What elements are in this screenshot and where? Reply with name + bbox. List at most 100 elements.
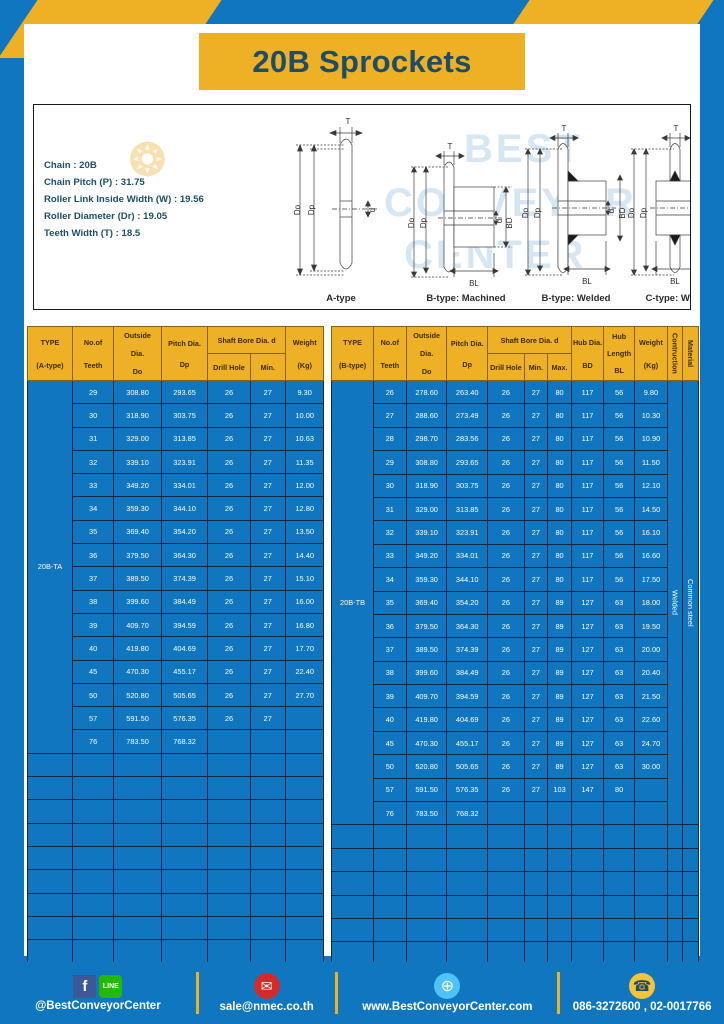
footer-phone[interactable]: ☎ 086-3272600 , 02-0017766 bbox=[560, 973, 724, 1013]
table-row-empty[interactable] bbox=[331, 871, 699, 896]
cell-min: 27 bbox=[249, 426, 286, 451]
diagram-a-label-Dp: Dp bbox=[307, 204, 316, 215]
table-row[interactable]: 37 389.50 374.39 26 27 89 127 63 20.00 bbox=[332, 637, 699, 662]
footer-website[interactable]: ⊕ www.BestConveyorCenter.com bbox=[338, 973, 558, 1013]
cell-outside-dia: 369.40 bbox=[405, 590, 448, 615]
cell-weight: 12.10 bbox=[634, 473, 668, 498]
table-row[interactable]: 39 409.70 394.59 26 27 89 127 63 21.50 bbox=[332, 684, 699, 709]
table-row[interactable]: 57 591.50 576.35 26 27 103 147 80 bbox=[332, 777, 699, 803]
table-row-empty[interactable] bbox=[331, 894, 699, 919]
cell-empty bbox=[523, 894, 549, 919]
table-row[interactable]: 31 329.00 313.85 26 27 80 117 56 14.50 bbox=[332, 496, 699, 522]
table-row-empty[interactable] bbox=[27, 752, 325, 778]
table-row[interactable]: 45 470.30 455.17 26 27 22.40 bbox=[28, 659, 325, 684]
table-row[interactable]: 36 379.50 364.30 26 27 14.40 bbox=[28, 543, 325, 568]
th-b-hub-dia: Hub Dia. BD bbox=[570, 326, 605, 381]
cell-empty bbox=[523, 917, 549, 943]
table-row[interactable]: 30 318.90 303.75 26 27 10.00 bbox=[28, 403, 325, 428]
cell-min: 27 bbox=[249, 449, 286, 475]
table-row[interactable]: 34 359.30 344.10 26 27 12.80 bbox=[28, 496, 325, 521]
table-row[interactable]: 33 349.20 334.01 26 27 12.00 bbox=[28, 473, 325, 498]
table-row-empty[interactable] bbox=[27, 869, 325, 894]
table-a-header-row-2: Drill Hole Min. bbox=[28, 353, 324, 381]
cell-empty bbox=[207, 915, 251, 941]
table-row[interactable]: 20B-TB 26 278.60 263.40 26 27 80 117 56 9.80 Welde… bbox=[331, 379, 699, 826]
table-row[interactable]: 35 369.40 354.20 26 27 13.50 bbox=[28, 519, 325, 545]
table-row[interactable]: 45 470.30 455.17 26 27 89 127 63 24.70 bbox=[332, 730, 699, 756]
cell-drill-hole: 26 bbox=[207, 589, 251, 614]
table-row[interactable]: 30 318.90 303.75 26 27 80 117 56 12.10 bbox=[332, 473, 699, 498]
globe-icon[interactable]: ⊕ bbox=[434, 973, 461, 999]
table-row[interactable]: 76 783.50 768.32 bbox=[332, 801, 699, 826]
cell-pitch-dia: 394.59 bbox=[446, 684, 489, 709]
cell-min: 27 bbox=[523, 754, 549, 779]
table-row[interactable]: 36 379.50 364.30 26 27 89 127 63 19.50 bbox=[332, 613, 699, 639]
table-row[interactable]: 20B-TA 29 308.80 293.65 26 27 9.30 bbox=[27, 379, 325, 754]
cell-drill-hole: 26 bbox=[487, 543, 525, 569]
cell-empty bbox=[682, 894, 699, 919]
table-row-empty[interactable] bbox=[27, 892, 325, 917]
cell-min: 27 bbox=[523, 777, 549, 803]
cell-empty bbox=[160, 799, 209, 824]
table-row[interactable]: 50 520.80 505.65 26 27 89 127 63 30.00 bbox=[332, 754, 699, 779]
table-b-header-row-2: Drill Hole Min. Max. bbox=[332, 353, 699, 381]
email-icon[interactable]: ✉ bbox=[253, 973, 280, 999]
table-row-empty[interactable] bbox=[27, 915, 325, 941]
table-row[interactable]: 28 298.70 283.56 26 27 80 117 56 10.90 bbox=[332, 426, 699, 452]
table-row-empty[interactable] bbox=[27, 799, 325, 824]
diagram-c-label-Do: Do bbox=[627, 207, 636, 218]
table-row[interactable]: 57 591.50 576.35 26 27 bbox=[28, 706, 325, 731]
table-row[interactable]: 32 339.10 323.91 26 27 11.35 bbox=[28, 449, 325, 475]
cell-min: 27 bbox=[523, 590, 549, 615]
table-row-empty[interactable] bbox=[27, 939, 325, 964]
footer-email[interactable]: ✉ sale@nmec.co.th bbox=[199, 973, 335, 1013]
table-row-empty[interactable] bbox=[331, 941, 699, 966]
th-a-outside-dia: Outside Dia. Do bbox=[113, 326, 162, 381]
table-row-empty[interactable] bbox=[27, 822, 325, 847]
table-row[interactable]: 32 339.10 323.91 26 27 80 117 56 16.10 bbox=[332, 520, 699, 545]
cell-max: 89 bbox=[547, 637, 572, 662]
cell-weight: 24.70 bbox=[634, 730, 668, 756]
cell-outside-dia: 470.30 bbox=[113, 659, 162, 684]
table-row[interactable]: 31 329.00 313.85 26 27 10.63 bbox=[28, 426, 325, 451]
table-row-empty[interactable] bbox=[331, 847, 699, 873]
cell-max: 80 bbox=[547, 379, 572, 405]
table-row[interactable]: 27 288.60 273.49 26 27 80 117 56 10.30 bbox=[332, 403, 699, 428]
table-row-empty[interactable] bbox=[27, 776, 325, 801]
cell-empty bbox=[113, 845, 162, 871]
table-b-construction-value: Welded bbox=[666, 379, 684, 826]
cell-empty bbox=[284, 752, 325, 778]
table-row[interactable]: 76 783.50 768.32 bbox=[28, 729, 325, 754]
table-row[interactable]: 33 349.20 334.01 26 27 80 117 56 16.60 bbox=[332, 543, 699, 569]
cell-hub-dia: 117 bbox=[570, 543, 605, 569]
table-row[interactable]: 29 308.80 293.65 26 27 80 117 56 11.50 bbox=[332, 450, 699, 475]
table-row[interactable]: 40 419.80 404.69 26 27 17.70 bbox=[28, 636, 325, 661]
table-row[interactable]: 50 520.80 505.65 26 27 27.70 bbox=[28, 682, 325, 708]
cell-empty bbox=[523, 871, 549, 896]
table-row-empty[interactable] bbox=[27, 845, 325, 871]
table-row[interactable]: 39 409.70 394.59 26 27 16.80 bbox=[28, 612, 325, 638]
table-row-empty[interactable] bbox=[331, 824, 699, 849]
cell-weight: 21.50 bbox=[634, 684, 668, 709]
cell-empty bbox=[27, 752, 73, 778]
cell-outside-dia: 470.30 bbox=[405, 730, 448, 756]
line-icon[interactable]: LINE bbox=[99, 974, 123, 998]
cell-outside-dia: 278.60 bbox=[405, 379, 448, 405]
facebook-icon[interactable]: f bbox=[73, 974, 97, 998]
cell-min: 27 bbox=[249, 496, 286, 521]
page-title-text: 20B Sprockets bbox=[252, 43, 472, 79]
table-row[interactable]: 38 399.60 384.49 26 27 89 127 63 20.40 bbox=[332, 660, 699, 686]
table-row[interactable]: 34 359.30 344.10 26 27 80 117 56 17.50 bbox=[332, 567, 699, 592]
table-row-empty[interactable] bbox=[331, 917, 699, 943]
cell-hub-length: 56 bbox=[603, 450, 636, 475]
table-row[interactable]: 38 399.60 384.49 26 27 16.00 bbox=[28, 589, 325, 614]
cell-pitch-dia: 313.85 bbox=[446, 496, 489, 522]
cell-empty bbox=[284, 845, 325, 871]
table-row[interactable]: 35 369.40 354.20 26 27 89 127 63 18.00 bbox=[332, 590, 699, 615]
cell-empty bbox=[207, 776, 251, 801]
table-row[interactable]: 37 389.50 374.39 26 27 15.10 bbox=[28, 566, 325, 591]
table-row[interactable]: 40 419.80 404.69 26 27 89 127 63 22.60 bbox=[332, 707, 699, 732]
cell-hub-dia: 117 bbox=[570, 450, 605, 475]
phone-icon[interactable]: ☎ bbox=[629, 973, 656, 999]
footer-social[interactable]: f LINE @BestConveyorCenter bbox=[0, 974, 196, 1012]
